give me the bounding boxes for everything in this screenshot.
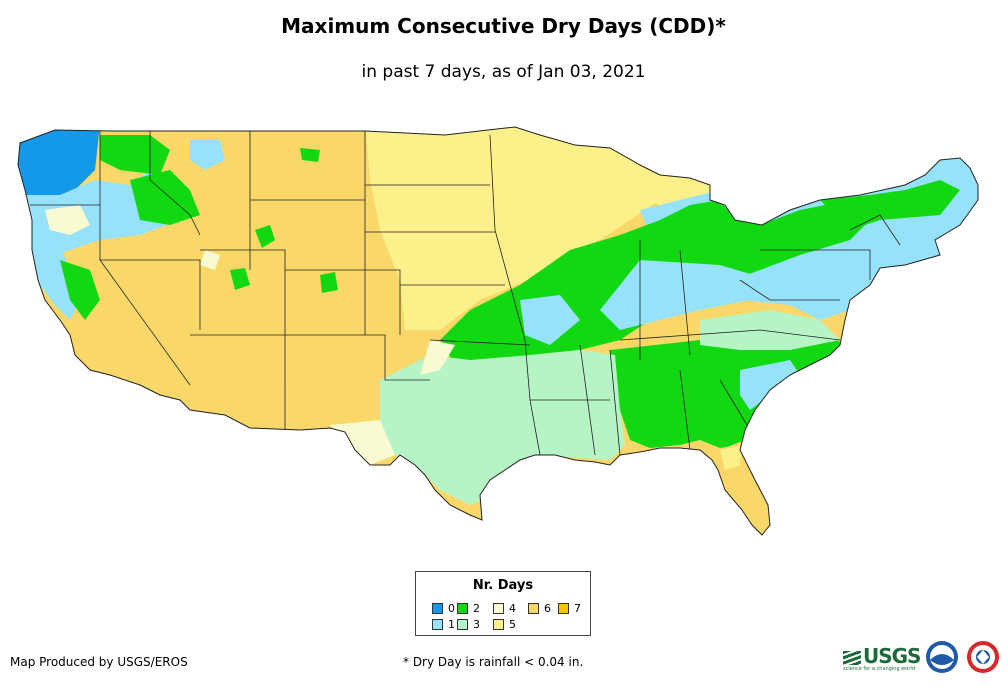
legend-item-2: 2 — [457, 603, 480, 615]
credit-text: Map Produced by USGS/EROS — [10, 655, 188, 669]
legend-item-5: 5 — [493, 619, 516, 631]
map-legend: Nr. Days 0 1 2 3 4 5 6 7 — [415, 571, 591, 636]
legend-swatch — [493, 603, 504, 614]
map-title: Maximum Consecutive Dry Days (CDD)* — [281, 14, 726, 38]
legend-swatch — [457, 603, 468, 614]
legend-swatch — [493, 619, 504, 630]
legend-swatch — [528, 603, 539, 614]
legend-swatch — [558, 603, 569, 614]
legend-swatch — [432, 619, 443, 630]
legend-swatch — [432, 603, 443, 614]
noaa-logo-icon — [926, 641, 958, 673]
legend-item-0: 0 — [432, 603, 455, 615]
map-subtitle: in past 7 days, as of Jan 03, 2021 — [361, 62, 646, 82]
legend-item-7: 7 — [558, 603, 581, 615]
legend-swatch — [457, 619, 468, 630]
nws-logo-icon — [967, 641, 999, 673]
legend-item-3: 3 — [457, 619, 480, 631]
footnote-text: * Dry Day is rainfall < 0.04 in. — [403, 655, 584, 669]
usgs-tagline: science for a changing world — [843, 666, 915, 672]
legend-title: Nr. Days — [472, 578, 534, 593]
legend-item-1: 1 — [432, 619, 455, 631]
legend-item-6: 6 — [528, 603, 551, 615]
agency-logos: USGS science for a changing world — [843, 640, 1003, 674]
legend-item-4: 4 — [493, 603, 516, 615]
usgs-logo: USGS — [843, 644, 921, 668]
us-dry-days-map — [17, 126, 979, 536]
